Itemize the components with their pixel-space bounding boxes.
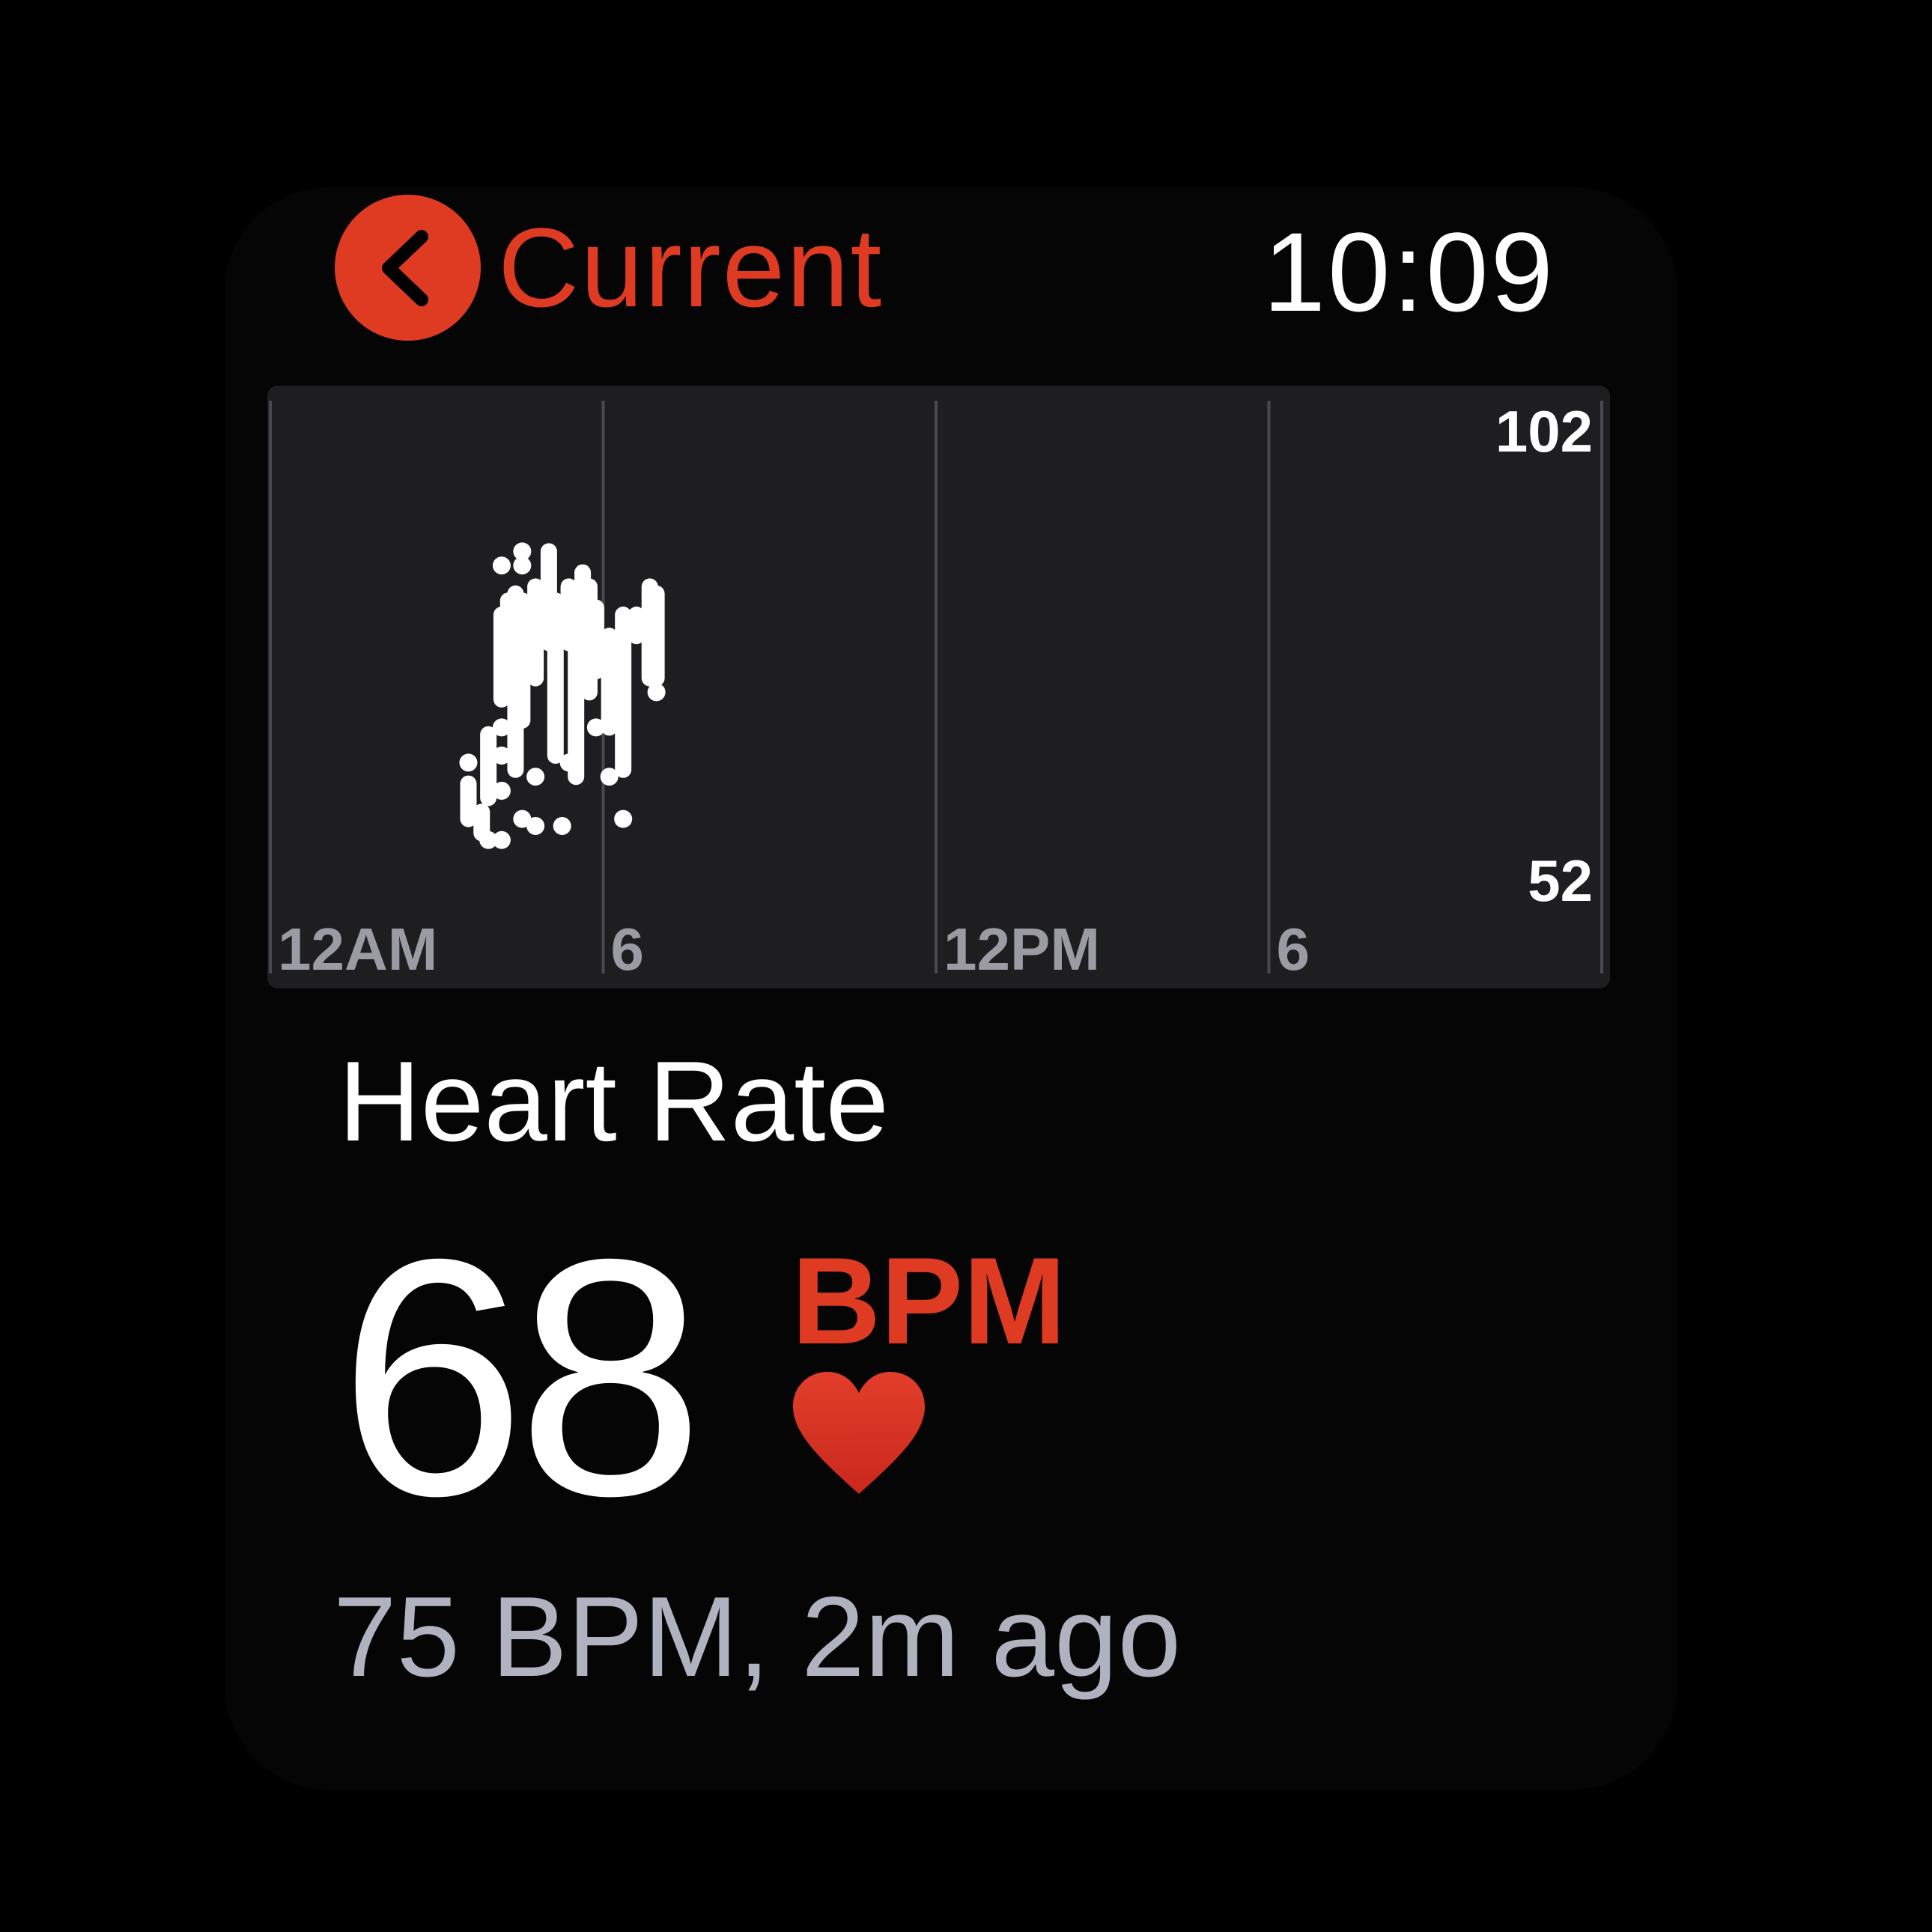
chart-canvas: 12AM 6 12PM 6 102 52 [269,398,1603,982]
data-point [459,753,478,772]
x-tick-label: 12AM [278,916,437,982]
data-point [513,556,532,575]
back-button[interactable] [335,195,481,341]
data-point [526,768,545,786]
bpm-value: 68 [338,1190,705,1566]
data-point [492,718,511,737]
heart-icon [793,1372,925,1494]
x-tick-label: 12PM [944,916,1100,982]
data-point [492,556,511,575]
heart-rate-chart: 12AM 6 12PM 6 102 52 [267,386,1610,988]
data-point [559,753,578,772]
clock: 10:09 [1263,209,1555,335]
back-label[interactable]: Current [498,204,884,330]
data-point [614,809,633,828]
data-point [526,817,545,835]
data-point [513,542,532,561]
data-point [492,747,511,765]
data-point [479,830,498,849]
data-point [586,718,605,737]
y-max-label: 102 [1495,398,1593,464]
data-point [553,817,571,835]
header: Current 10:09 [335,195,1555,344]
data-point [492,782,511,800]
bpm-unit: BPM [792,1232,1066,1370]
x-tick-label: 6 [1277,916,1310,982]
metric-title: Heart Rate [338,1038,889,1165]
y-min-label: 52 [1528,848,1593,914]
data-point [600,768,619,786]
x-tick-label: 6 [611,916,645,982]
data-point [513,809,532,828]
previous-reading: 75 BPM, 2m ago [333,1573,1182,1701]
chevron-left-icon [381,229,428,306]
data-point [647,683,666,702]
data-point [492,830,511,849]
current-reading: 68 BPM [338,1209,1387,1546]
